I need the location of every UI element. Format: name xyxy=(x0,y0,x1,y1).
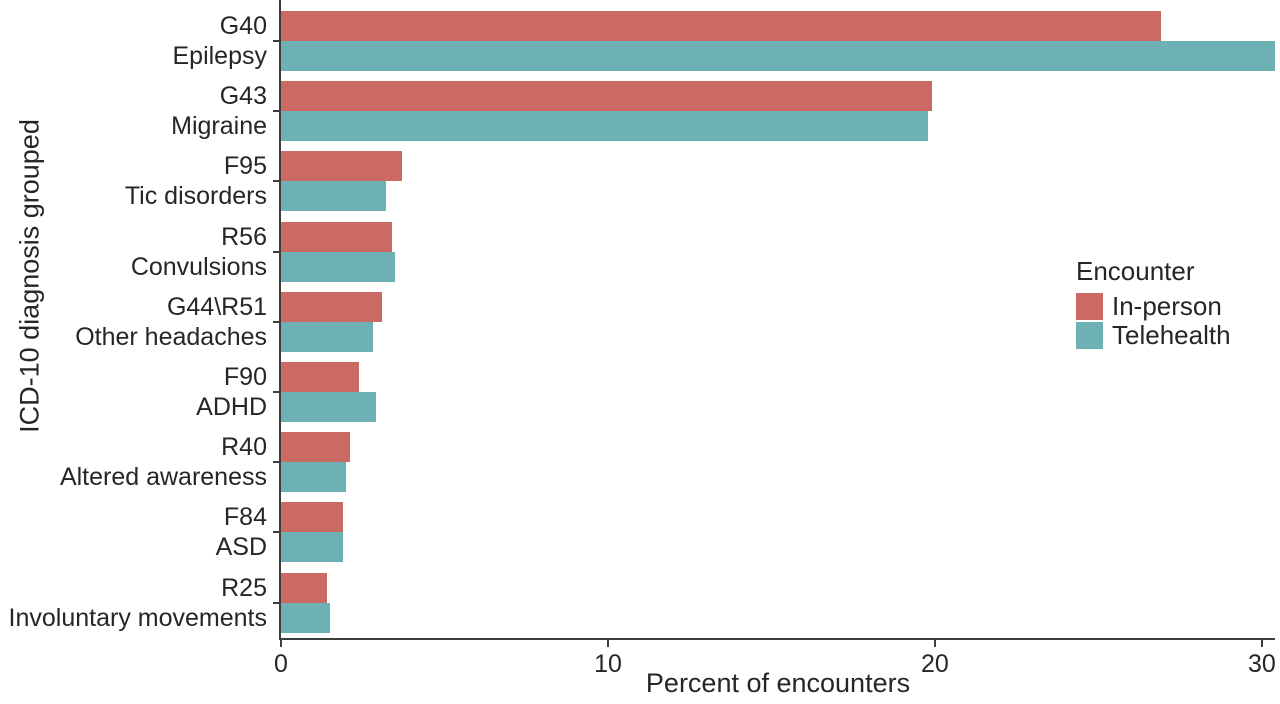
bar-telehealth xyxy=(281,602,331,633)
category-row xyxy=(273,146,1275,216)
y-axis-tick xyxy=(273,391,279,394)
x-tick-label: 20 xyxy=(921,650,949,678)
bar-telehealth xyxy=(281,321,373,352)
legend-label-in-person: In-person xyxy=(1112,291,1222,321)
category-code-label: F84 xyxy=(223,503,267,532)
x-tick-labels: 0 10 20 30 xyxy=(274,650,1276,680)
bar-telehealth xyxy=(281,181,386,212)
bar-telehealth xyxy=(281,41,1275,72)
bar-in-person xyxy=(281,432,350,463)
category-row xyxy=(273,217,1275,287)
bar-in-person xyxy=(281,572,327,603)
category-code-label: R25 xyxy=(221,573,267,602)
category-code-label: G40 xyxy=(219,12,267,41)
category-row xyxy=(273,6,1275,76)
plot-area xyxy=(273,0,1275,640)
bar-in-person xyxy=(281,11,1161,42)
legend: Encounter In-person Telehealth xyxy=(1076,256,1231,350)
legend-item-in-person: In-person xyxy=(1076,291,1231,321)
bar-telehealth xyxy=(281,532,344,563)
category-label-row: R25 Involuntary movements xyxy=(0,568,279,638)
category-labels: G40 Epilepsy G43 Migraine F95 Tic disorders R5… xyxy=(0,6,279,638)
legend-label-telehealth: Telehealth xyxy=(1112,320,1231,350)
category-code-label: F95 xyxy=(223,152,267,181)
bar-in-person xyxy=(281,151,402,182)
category-label-row: R56 Convulsions xyxy=(0,217,279,287)
y-axis-tick xyxy=(273,461,279,464)
category-code-label: G43 xyxy=(219,82,267,111)
bar-telehealth xyxy=(281,251,396,282)
y-axis-tick xyxy=(273,601,279,604)
x-axis-tick xyxy=(280,640,282,647)
x-axis-title: Percent of encounters xyxy=(645,668,911,698)
category-name-label: Other headaches xyxy=(75,322,267,351)
x-axis-tick xyxy=(1260,640,1263,647)
y-axis-tick xyxy=(273,531,279,534)
legend-swatch-telehealth-icon xyxy=(1076,322,1103,349)
legend-swatch-in-person-icon xyxy=(1076,293,1103,320)
bar-telehealth xyxy=(281,462,347,493)
x-tick-label: 0 xyxy=(274,650,288,678)
category-label-row: G44\R51 Other headaches xyxy=(0,287,279,357)
category-name-label: Epilepsy xyxy=(172,42,268,71)
bar-in-person xyxy=(281,221,393,252)
x-tick-label: 30 xyxy=(1248,650,1276,678)
category-name-label: Migraine xyxy=(171,112,267,141)
category-code-label: F90 xyxy=(223,363,267,392)
category-name-label: ADHD xyxy=(196,393,267,422)
bar-in-person xyxy=(281,362,360,393)
x-tick-label: 10 xyxy=(594,650,622,678)
category-name-label: Tic disorders xyxy=(124,182,267,211)
category-row xyxy=(273,76,1275,146)
category-row xyxy=(273,357,1275,427)
bar-telehealth xyxy=(281,392,376,423)
legend-item-telehealth: Telehealth xyxy=(1076,320,1231,350)
bar-in-person xyxy=(281,502,344,533)
category-row xyxy=(273,287,1275,357)
category-code-label: R56 xyxy=(221,222,267,251)
category-code-label: G44\R51 xyxy=(166,292,267,321)
y-axis-tick xyxy=(273,40,279,43)
bar-in-person xyxy=(281,81,932,112)
category-label-row: G43 Migraine xyxy=(0,76,279,146)
x-axis-tick xyxy=(606,640,609,647)
bar-in-person xyxy=(281,291,383,322)
category-row xyxy=(273,497,1275,567)
category-label-row: G40 Epilepsy xyxy=(0,6,279,76)
category-row xyxy=(273,427,1275,497)
category-name-label: Altered awareness xyxy=(59,463,267,492)
x-axis-tick xyxy=(933,640,936,647)
category-label-row: R40 Altered awareness xyxy=(0,427,279,497)
y-axis-tick xyxy=(273,180,279,183)
y-axis-tick xyxy=(273,110,279,113)
category-name-label: Involuntary movements xyxy=(8,603,267,632)
category-code-label: R40 xyxy=(221,433,267,462)
category-name-label: Convulsions xyxy=(130,252,267,281)
category-row xyxy=(273,568,1275,638)
y-axis-tick xyxy=(273,320,279,323)
category-name-label: ASD xyxy=(215,533,267,562)
category-label-row: F95 Tic disorders xyxy=(0,146,279,216)
y-axis-tick xyxy=(273,250,279,253)
bar-telehealth xyxy=(281,111,929,142)
category-label-row: F90 ADHD xyxy=(0,357,279,427)
category-label-row: F84 ASD xyxy=(0,497,279,567)
legend-title: Encounter xyxy=(1076,256,1195,286)
x-axis-ticks xyxy=(280,640,1275,648)
